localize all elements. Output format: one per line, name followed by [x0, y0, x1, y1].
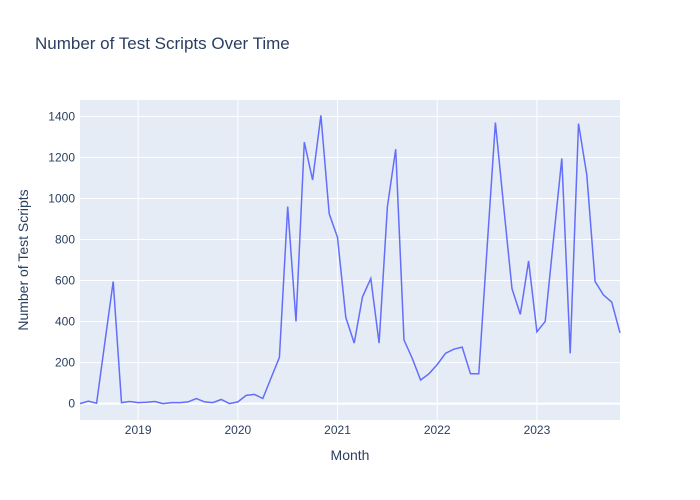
series-line: [79, 115, 621, 405]
x-tick-label: 2023: [524, 423, 551, 437]
x-tick-label: 2021: [324, 423, 351, 437]
x-tick-label: 2022: [424, 423, 451, 437]
x-gridlines: [137, 100, 538, 420]
y-tick-label: 1400: [48, 109, 75, 123]
x-tick-label: 2020: [224, 423, 251, 437]
x-tick-labels: 2019 2020 2021 2022 2023: [125, 423, 551, 437]
y-tick-label: 0: [68, 397, 75, 411]
x-tick-label: 2019: [125, 423, 152, 437]
y-gridlines: [80, 115, 620, 405]
y-tick-label: 200: [55, 356, 75, 370]
y-tick-label: 1000: [48, 191, 75, 205]
x-axis-title: Month: [331, 447, 370, 463]
chart-title: Number of Test Scripts Over Time: [35, 34, 290, 53]
y-tick-labels: 0 200 400 600 800 1000 1200 1400: [48, 109, 75, 410]
y-tick-label: 1200: [48, 150, 75, 164]
plot-area: [80, 100, 620, 420]
y-tick-label: 600: [55, 274, 75, 288]
y-tick-label: 800: [55, 232, 75, 246]
y-axis-title: Number of Test Scripts: [15, 189, 31, 330]
y-tick-label: 400: [55, 315, 75, 329]
